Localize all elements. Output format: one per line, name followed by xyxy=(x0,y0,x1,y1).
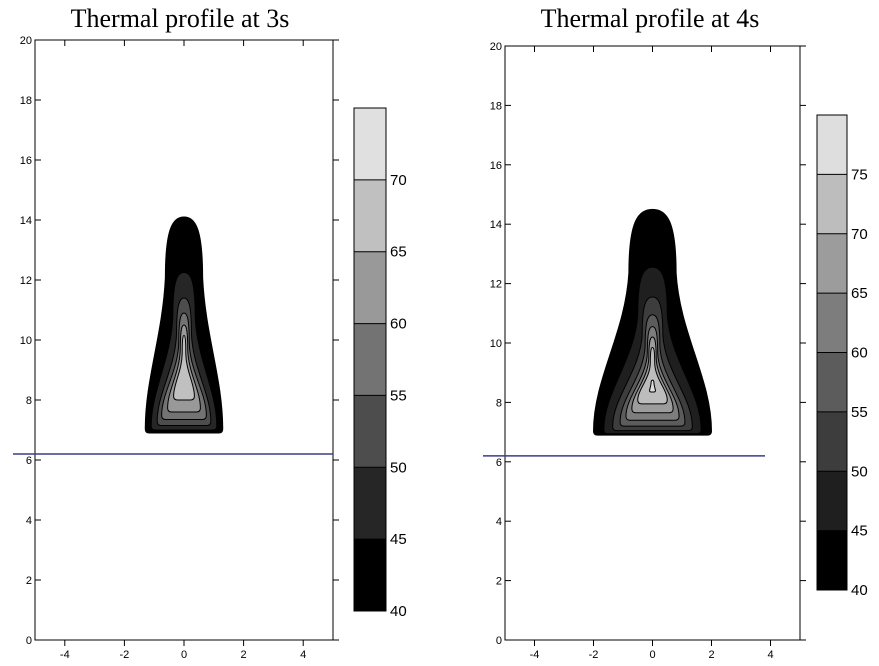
chart-title-right: Thermal profile at 4s xyxy=(540,4,760,33)
y-tick-label: 18 xyxy=(20,95,32,107)
colorbar-label: 65 xyxy=(851,285,868,302)
y-tick-label: 12 xyxy=(490,279,502,291)
y-tick-label: 14 xyxy=(20,215,32,227)
x-tick-label: -4 xyxy=(530,649,540,661)
colorbar-segment-40 xyxy=(817,530,847,590)
y-tick-label: 18 xyxy=(490,100,502,112)
y-tick-label: 8 xyxy=(496,397,502,409)
colorbar-segment-50 xyxy=(354,395,386,468)
chart-panel-right: 0 2 4 6 8 10 12 14 16 18 20 -4 -2 0 2 4 40 45 50 55 60 65 70 75 xyxy=(483,41,868,661)
colorbar-label: 45 xyxy=(390,531,407,548)
colorbar-segment-70 xyxy=(354,108,386,180)
y-tick-label: 0 xyxy=(496,635,502,647)
colorbar-label: 55 xyxy=(390,387,407,404)
x-tick-label: 2 xyxy=(241,649,247,661)
y-tick-label: 16 xyxy=(20,155,32,167)
colorbar-label: 60 xyxy=(390,316,407,333)
x-tick-label: -4 xyxy=(60,649,70,661)
y-tick-label: 2 xyxy=(496,576,502,588)
colorbar-label: 45 xyxy=(851,523,868,540)
x-tick-label: 4 xyxy=(300,649,306,661)
y-tick-label: 10 xyxy=(20,335,32,347)
y-tick-label: 20 xyxy=(490,41,502,53)
y-tick-label: 8 xyxy=(26,395,32,407)
colorbar-label: 70 xyxy=(390,172,407,189)
y-tick-label: 6 xyxy=(496,457,502,469)
y-tick-label: 10 xyxy=(490,338,502,350)
colorbar-label: 65 xyxy=(390,244,407,261)
y-tick-label: 14 xyxy=(490,219,502,231)
colorbar-segment-65 xyxy=(354,179,386,252)
contour-level-65 xyxy=(173,334,195,401)
x-tick-label: 2 xyxy=(708,649,714,661)
contour-level-70 xyxy=(637,346,668,405)
colorbar-segment-45 xyxy=(354,467,386,540)
colorbar-label: 50 xyxy=(390,459,407,476)
colorbar-label: 60 xyxy=(851,345,868,362)
y-tick-label: 12 xyxy=(20,275,32,287)
colorbar-label: 70 xyxy=(851,226,868,243)
colorbar-segment-60 xyxy=(354,251,386,324)
colorbar-segment-50 xyxy=(817,411,847,472)
y-tick-label: 6 xyxy=(26,455,32,467)
colorbar-segment-55 xyxy=(354,323,386,396)
colorbar-segment-45 xyxy=(817,471,847,531)
colorbar-label: 55 xyxy=(851,404,868,421)
colorbar-label: 50 xyxy=(851,463,868,480)
contour-level-75 xyxy=(649,379,656,393)
colorbar-segment-75 xyxy=(817,115,847,175)
colorbar-segment-60 xyxy=(817,293,847,353)
y-tick-label: 16 xyxy=(490,160,502,172)
x-tick-label: 0 xyxy=(181,649,187,661)
x-tick-label: 4 xyxy=(767,649,773,661)
y-tick-label: 0 xyxy=(26,635,32,647)
x-tick-label: 0 xyxy=(649,649,655,661)
y-tick-label: 4 xyxy=(496,516,502,528)
y-tick-label: 4 xyxy=(26,515,32,527)
x-tick-label: -2 xyxy=(120,649,130,661)
y-tick-label: 20 xyxy=(20,35,32,47)
colorbar-segment-55 xyxy=(817,352,847,412)
x-tick-label: -2 xyxy=(589,649,599,661)
colorbar-segment-70 xyxy=(817,174,847,234)
colorbar-segment-40 xyxy=(354,539,386,611)
colorbar-label: 40 xyxy=(390,603,407,620)
chart-panel-left: 0 2 4 6 8 10 12 14 16 18 20 -4 -2 0 2 4 40 45 50 55 60 65 70 xyxy=(13,35,407,661)
chart-title-left: Thermal profile at 3s xyxy=(70,4,290,33)
colorbar-label: 75 xyxy=(851,166,868,183)
y-tick-label: 2 xyxy=(26,575,32,587)
colorbar-segment-65 xyxy=(817,233,847,294)
colorbar-label: 40 xyxy=(851,582,868,599)
